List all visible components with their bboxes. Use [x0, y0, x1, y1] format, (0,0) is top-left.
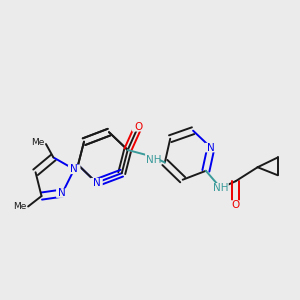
Text: N: N: [93, 178, 101, 188]
FancyBboxPatch shape: [213, 183, 229, 193]
Text: N: N: [58, 188, 66, 198]
FancyBboxPatch shape: [145, 152, 160, 162]
Text: N: N: [207, 142, 215, 153]
Text: Me: Me: [31, 138, 44, 147]
Text: Me: Me: [13, 202, 27, 211]
Text: NH: NH: [146, 154, 162, 164]
FancyBboxPatch shape: [90, 178, 103, 188]
Text: O: O: [134, 122, 142, 132]
Text: NH: NH: [213, 183, 229, 193]
FancyBboxPatch shape: [230, 200, 242, 210]
Text: N: N: [70, 164, 78, 174]
FancyBboxPatch shape: [56, 188, 69, 198]
FancyBboxPatch shape: [205, 143, 217, 152]
FancyBboxPatch shape: [132, 122, 144, 132]
FancyBboxPatch shape: [68, 165, 80, 174]
Text: O: O: [232, 200, 240, 210]
